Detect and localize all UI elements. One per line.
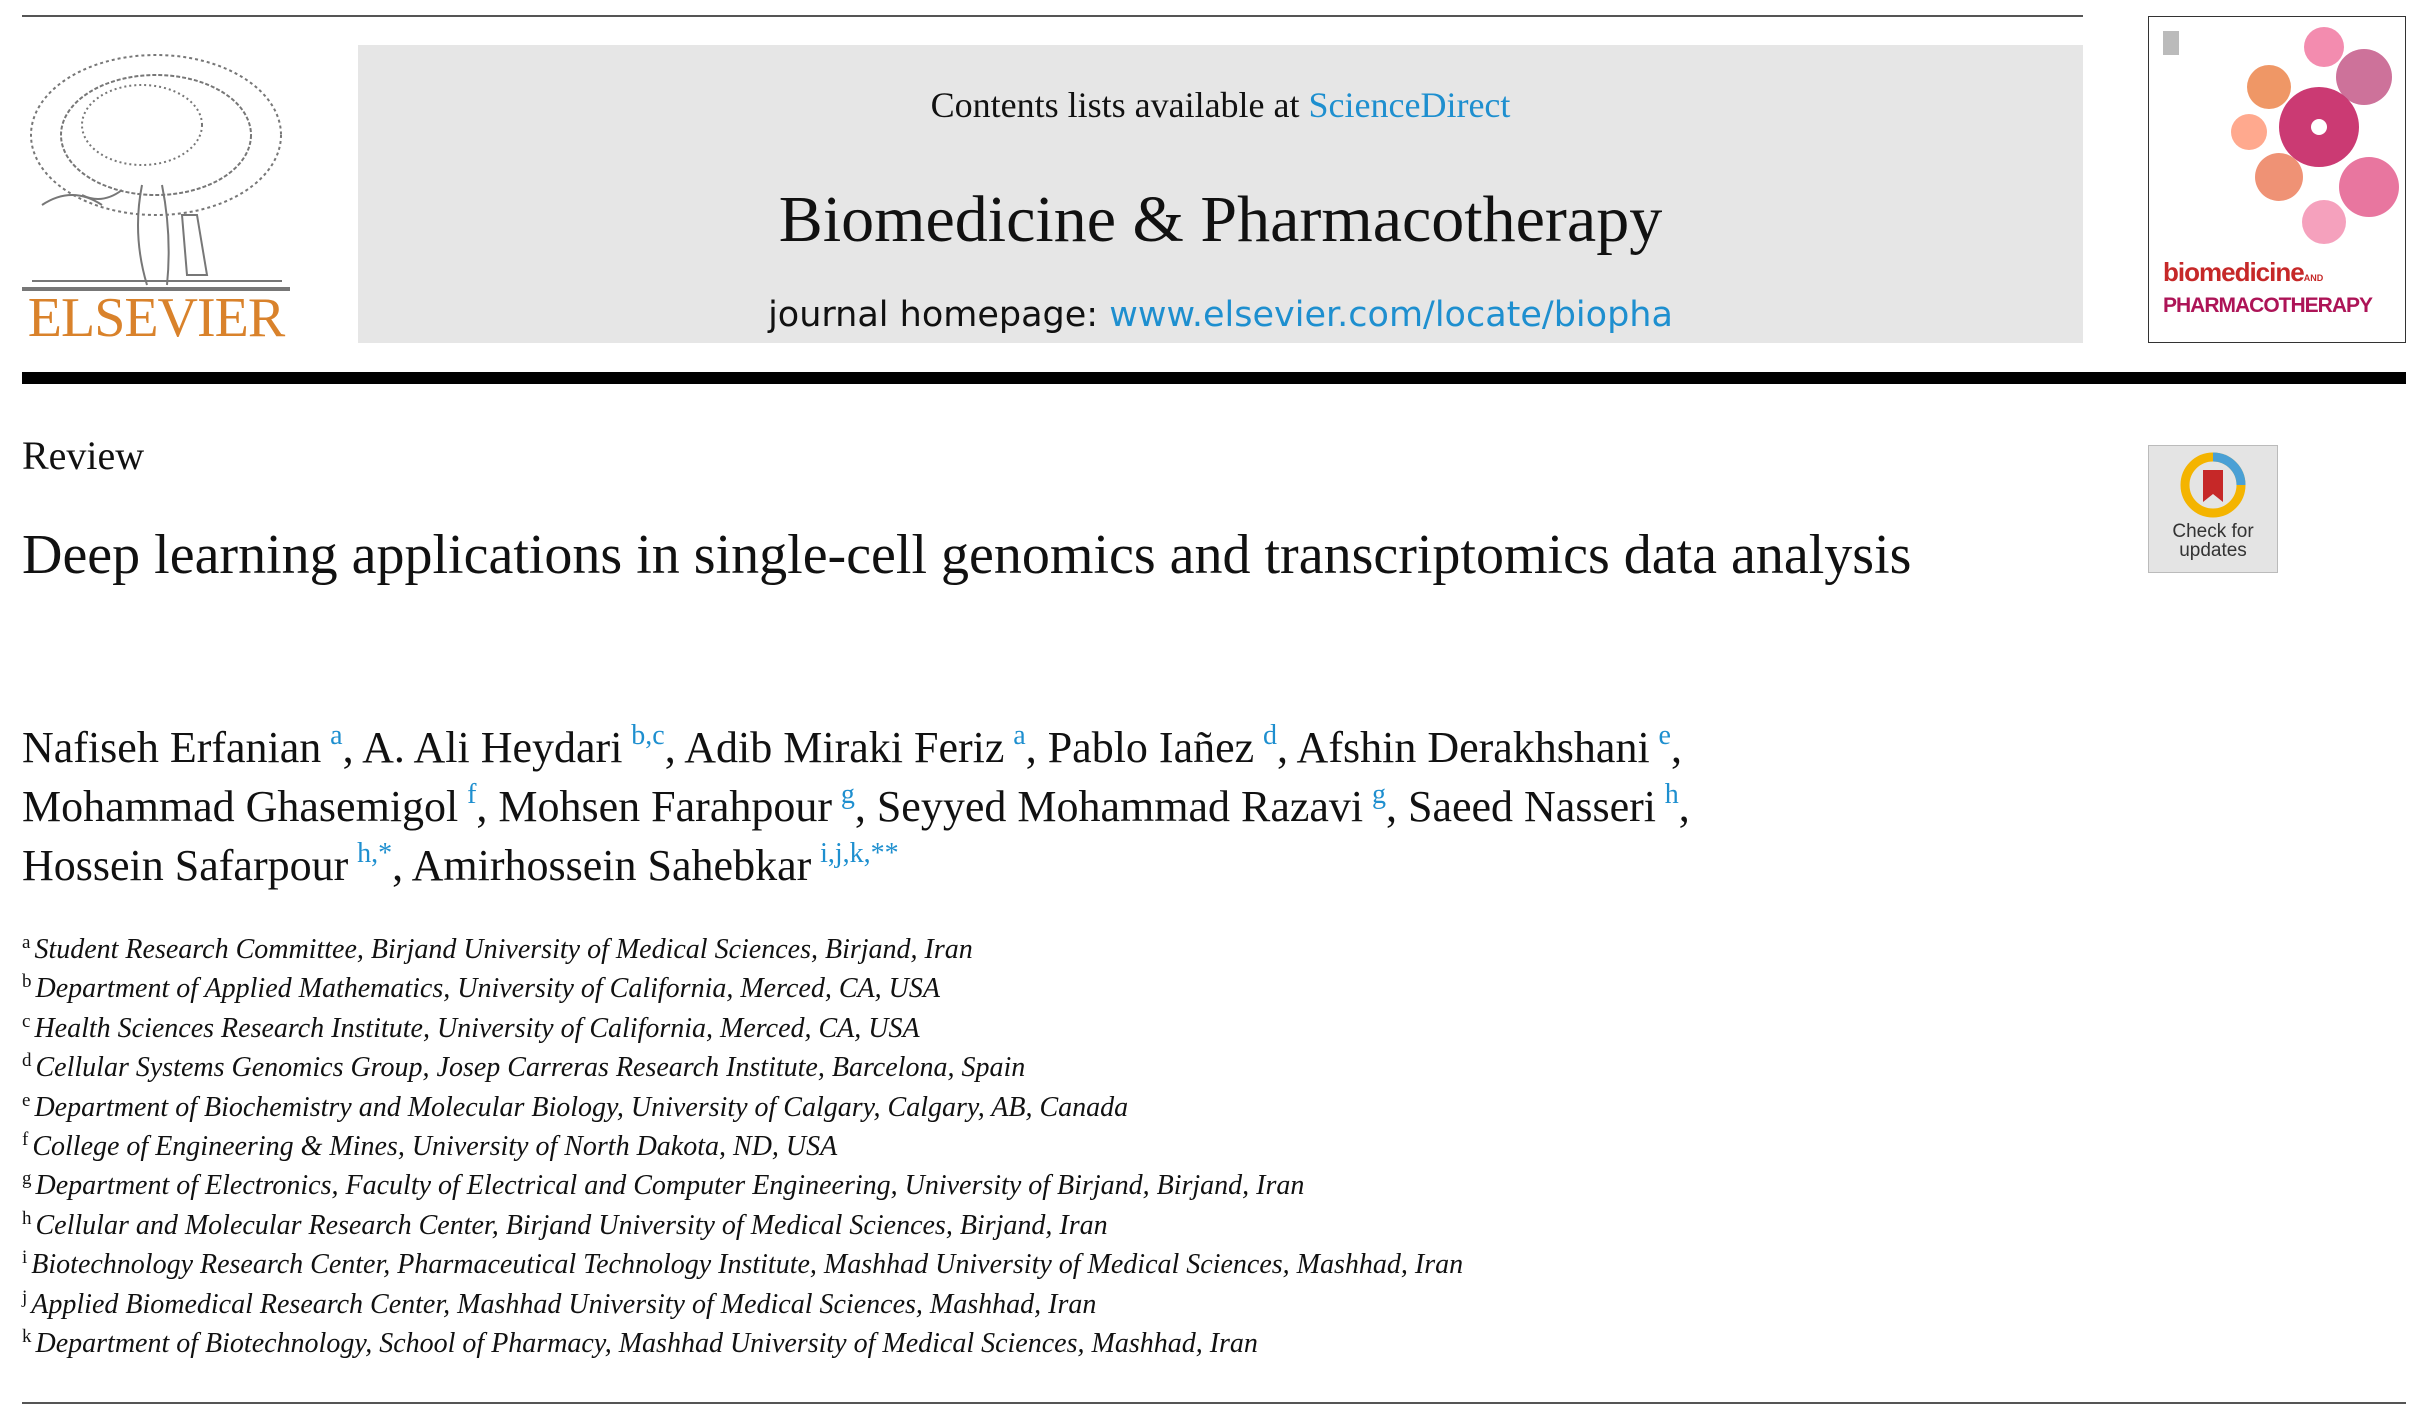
author-separator: , — [342, 723, 363, 772]
author-line: Nafiseh Erfanian a, A. Ali Heydari b,c, … — [22, 718, 2102, 777]
affiliation: a Student Research Committee, Birjand Uni… — [22, 930, 1463, 969]
bottom-rule — [22, 1402, 2406, 1404]
affiliation-list: a Student Research Committee, Birjand Uni… — [22, 930, 1463, 1363]
elsevier-tree-logo — [22, 54, 290, 291]
affiliation-key: h — [22, 1207, 32, 1229]
sciencedirect-link[interactable]: ScienceDirect — [1308, 85, 1511, 125]
affiliation: k Department of Biotechnology, School of … — [22, 1324, 1463, 1363]
author-separator: , — [392, 841, 412, 890]
homepage-line: journal homepage: www.elsevier.com/locat… — [358, 295, 2083, 335]
affiliation-text: Health Sciences Research Institute, Univ… — [34, 1012, 920, 1044]
affiliation: i Biotechnology Research Center, Pharmace… — [22, 1245, 1463, 1284]
homepage-prefix: journal homepage: — [768, 295, 1110, 335]
contents-line: Contents lists available at ScienceDirec… — [358, 85, 2083, 125]
affiliation-text: Department of Biochemistry and Molecular… — [34, 1091, 1129, 1123]
author-name[interactable]: Seyyed Mohammad Razavi — [876, 782, 1364, 831]
author-name[interactable]: Mohammad Ghasemigol — [22, 782, 459, 831]
homepage-link[interactable]: www.elsevier.com/locate/biopha — [1109, 295, 1673, 335]
affiliation: f College of Engineering & Mines, Univers… — [22, 1127, 1463, 1166]
journal-title: Biomedicine & Pharmacotherapy — [778, 183, 1663, 256]
affiliation-key: c — [22, 1010, 31, 1032]
author-name[interactable]: Mohsen Farahpour — [498, 782, 833, 831]
author-name[interactable]: Afshin Derakhshani — [1296, 723, 1650, 772]
top-rule — [22, 15, 2083, 17]
cover-art — [2163, 27, 2399, 244]
author-affiliation-link[interactable]: f — [467, 779, 477, 810]
contents-prefix: Contents lists available at — [930, 85, 1309, 125]
affiliation: d Cellular Systems Genomics Group, Josep … — [22, 1048, 1463, 1087]
check-for-label: Check for — [2172, 521, 2254, 542]
author-separator: , — [1678, 782, 1690, 831]
author-name[interactable]: A. Ali Heydari — [362, 723, 623, 772]
affiliation-text: Cellular Systems Genomics Group, Josep C… — [35, 1052, 1026, 1084]
affiliation: b Department of Applied Mathematics, Univ… — [22, 969, 1463, 1008]
author-affiliation-link[interactable]: h — [1664, 779, 1679, 810]
journal-banner: Contents lists available at ScienceDirec… — [358, 45, 2083, 343]
author-affiliation-link[interactable]: g — [840, 779, 855, 810]
affiliation: e Department of Biochemistry and Molecula… — [22, 1088, 1463, 1127]
author-affiliation-link[interactable]: h,* — [357, 838, 393, 869]
author-separator: , — [664, 723, 685, 772]
author-affiliation-link[interactable]: d — [1262, 720, 1277, 751]
affiliation-key: k — [22, 1325, 32, 1347]
affiliation-key: e — [22, 1089, 31, 1111]
author-separator: , — [1385, 782, 1408, 831]
author-line: Mohammad Ghasemigol f, Mohsen Farahpour … — [22, 777, 2102, 836]
affiliation: g Department of Electronics, Faculty of E… — [22, 1166, 1463, 1205]
updates-label: updates — [2179, 540, 2247, 561]
affiliation-key: j — [22, 1286, 28, 1308]
author-name[interactable]: Saeed Nasseri — [1407, 782, 1656, 831]
cover-title: biomedicineAND PHARMACOTHERAPY — [2163, 257, 2373, 319]
affiliation-text: Department of Electronics, Faculty of El… — [35, 1170, 1305, 1202]
affiliation-key: f — [22, 1128, 29, 1150]
affiliation-text: Department of Applied Mathematics, Unive… — [35, 973, 940, 1005]
header-rule — [22, 372, 2406, 384]
affiliation-key: d — [22, 1050, 32, 1072]
affiliation-text: Biotechnology Research Center, Pharmaceu… — [31, 1249, 1464, 1281]
elsevier-wordmark: ELSEVIER — [27, 287, 285, 349]
author-affiliation-link[interactable]: a — [1013, 720, 1026, 751]
author-name[interactable]: Hossein Safarpour — [22, 841, 349, 890]
affiliation-text: Student Research Committee, Birjand Univ… — [34, 934, 973, 965]
article-type: Review — [22, 433, 145, 478]
affiliation-text: Cellular and Molecular Research Center, … — [35, 1209, 1108, 1241]
author-affiliation-link[interactable]: g — [1371, 779, 1386, 810]
bookmark-ring-icon — [2180, 452, 2246, 518]
author-name[interactable]: Nafiseh Erfanian — [22, 723, 322, 772]
affiliation: j Applied Biomedical Research Center, Mas… — [22, 1285, 1463, 1324]
author-name[interactable]: Adib Miraki Feriz — [684, 723, 1005, 772]
author-list: Nafiseh Erfanian a, A. Ali Heydari b,c, … — [22, 718, 2102, 895]
author-line: Hossein Safarpour h,*, Amirhossein Saheb… — [22, 836, 2102, 895]
check-for-updates-button[interactable]: Check for updates — [2148, 445, 2278, 573]
affiliation: c Health Sciences Research Institute, Uni… — [22, 1009, 1463, 1048]
article-title: Deep learning applications in single-cel… — [22, 524, 1912, 586]
author-separator: , — [476, 782, 499, 831]
affiliation-key: g — [22, 1168, 32, 1190]
affiliation-text: Applied Biomedical Research Center, Mash… — [31, 1288, 1097, 1320]
author-separator: , — [854, 782, 877, 831]
cover-line1: biomedicine — [2163, 257, 2305, 287]
affiliation-key: a — [22, 932, 31, 953]
journal-cover[interactable]: biomedicineAND PHARMACOTHERAPY — [2148, 16, 2406, 343]
cover-line2: PHARMACOTHERAPY — [2163, 294, 2373, 317]
author-separator: , — [1670, 723, 1682, 772]
affiliation: h Cellular and Molecular Research Center,… — [22, 1206, 1463, 1245]
author-affiliation-link[interactable]: b,c — [631, 720, 665, 751]
affiliation-text: Department of Biotechnology, School of P… — [35, 1327, 1258, 1359]
author-affiliation-link[interactable]: a — [330, 720, 343, 751]
author-separator: , — [1025, 723, 1048, 772]
author-affiliation-link[interactable]: e — [1658, 720, 1671, 751]
author-separator: , — [1276, 723, 1297, 772]
affiliation-text: College of Engineering & Mines, Universi… — [32, 1130, 838, 1162]
affiliation-key: i — [22, 1247, 28, 1269]
author-name[interactable]: Pablo Iañez — [1047, 723, 1255, 772]
author-name[interactable]: Amirhossein Sahebkar — [411, 841, 812, 890]
cover-and: AND — [2303, 273, 2324, 283]
affiliation-key: b — [22, 971, 32, 993]
author-affiliation-link[interactable]: i,j,k,** — [820, 838, 899, 869]
